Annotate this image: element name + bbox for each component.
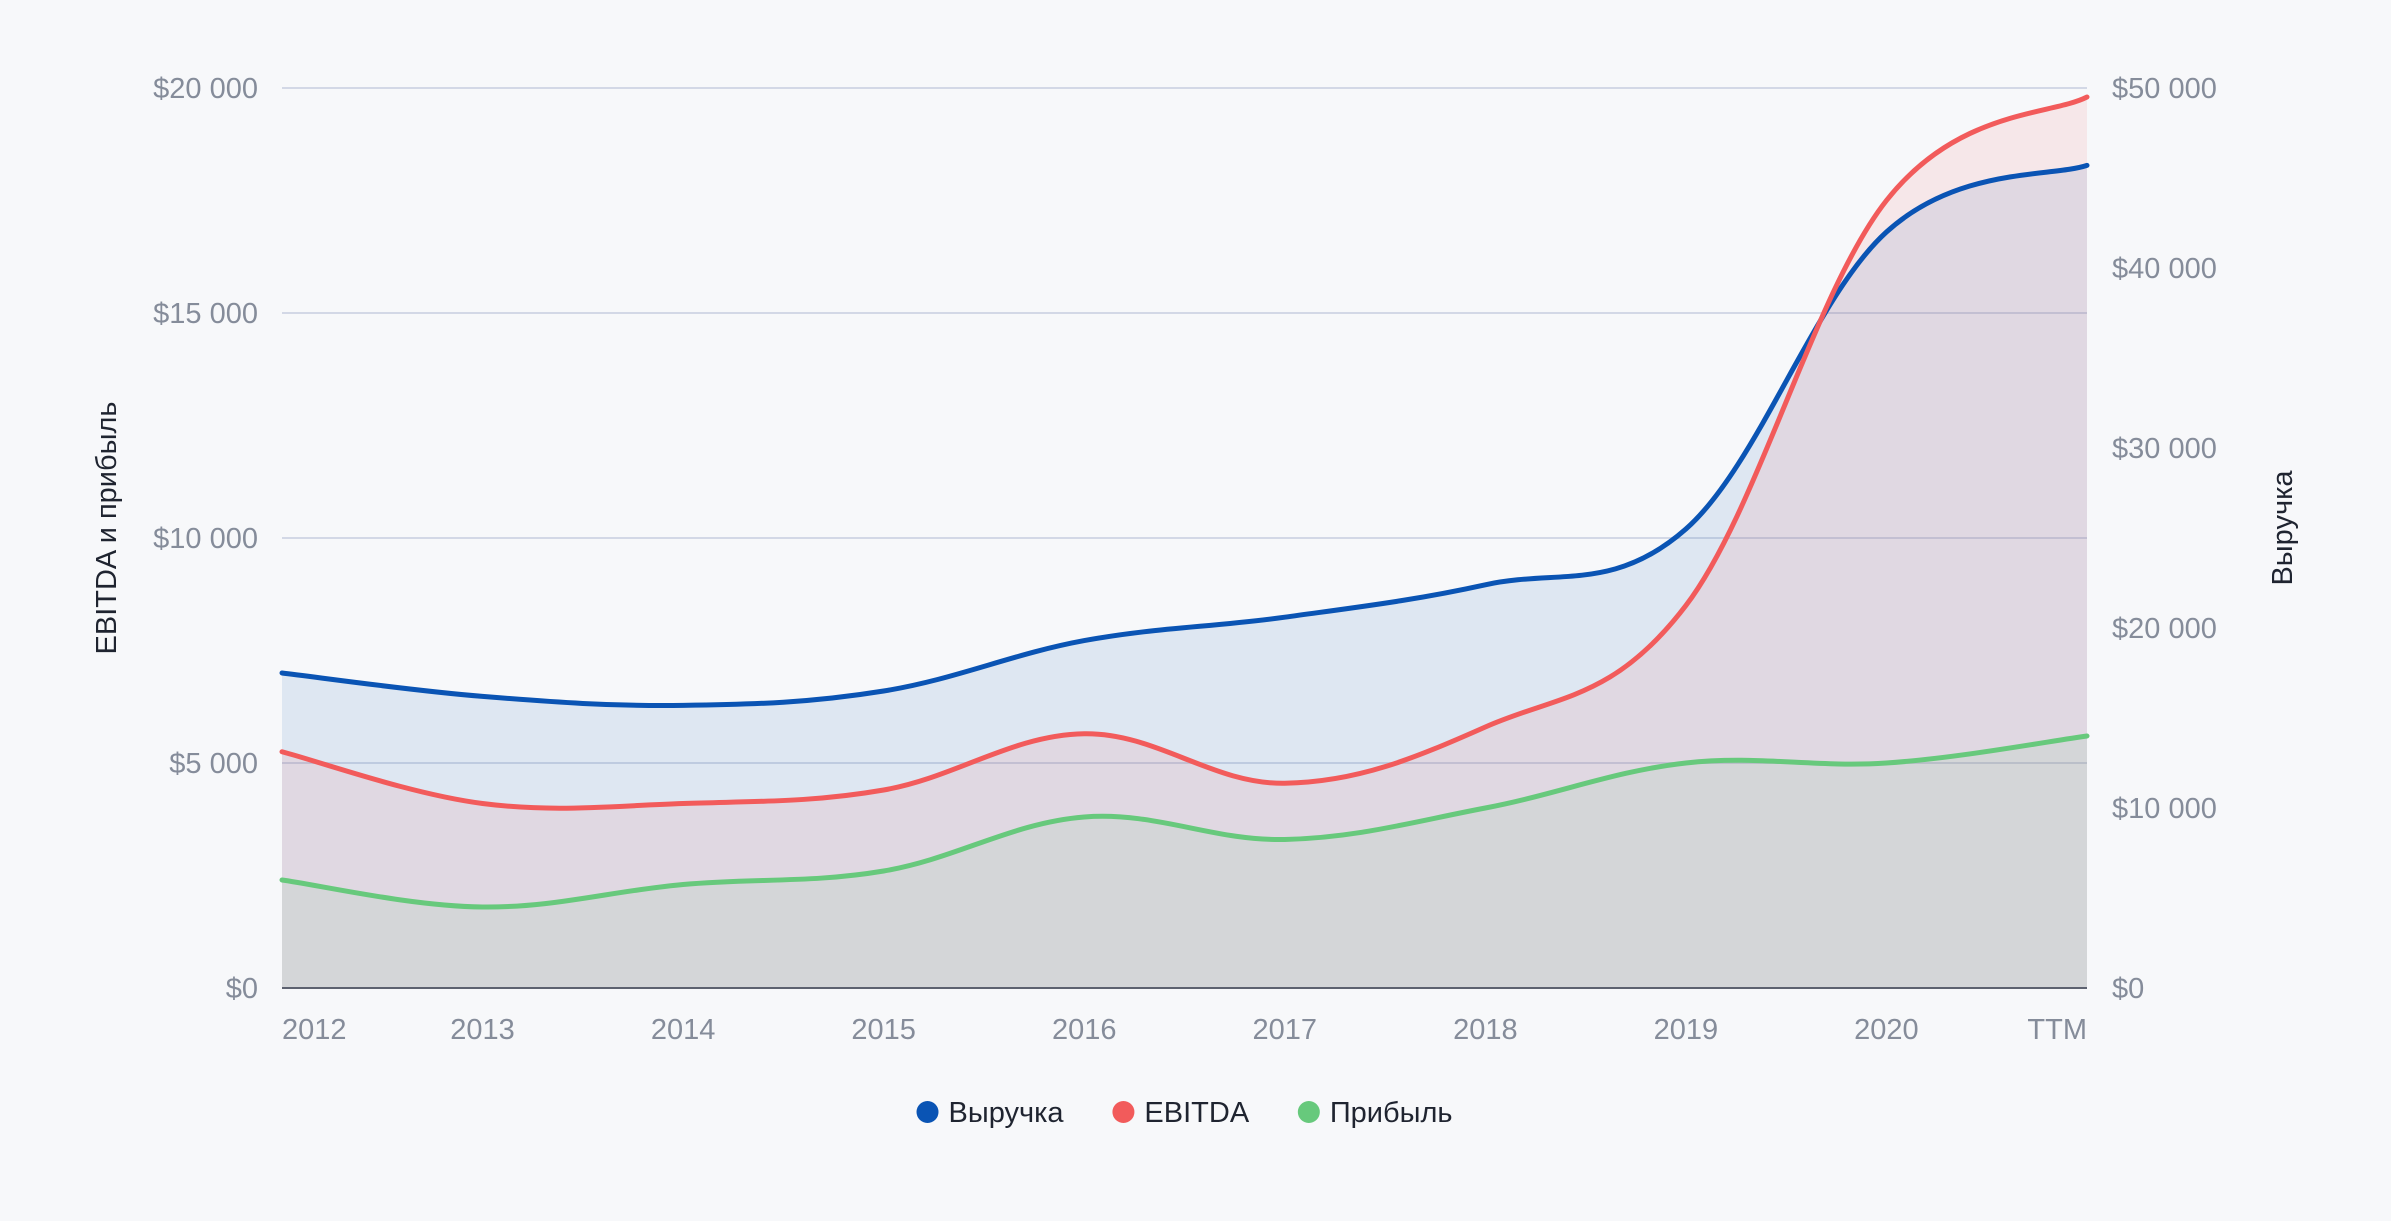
y-right-tick-label: $30 000 bbox=[2112, 433, 2217, 465]
series-areas bbox=[282, 97, 2087, 988]
legend-marker bbox=[1297, 1101, 1320, 1123]
y-right-tick-label: $0 bbox=[2112, 973, 2144, 1005]
y-left-tick-label: $5 000 bbox=[169, 748, 258, 780]
legend-label: Выручка bbox=[949, 1097, 1065, 1129]
series-area-1 bbox=[282, 97, 2087, 988]
series-area-0 bbox=[282, 165, 2087, 988]
y-left-tick-label: $10 000 bbox=[153, 523, 258, 555]
legend-label: EBITDA bbox=[1144, 1097, 1249, 1129]
y-right-tick-label: $50 000 bbox=[2112, 73, 2217, 105]
y-right-axis-title: Выручка bbox=[2267, 470, 2299, 586]
y-left-axis-title: EBITDA и прибыль bbox=[91, 402, 123, 655]
x-tick-label: 2018 bbox=[1453, 1014, 1518, 1046]
y-left-tick-label: $20 000 bbox=[153, 73, 258, 105]
y-right-tick-label: $10 000 bbox=[2112, 793, 2217, 825]
series-lines bbox=[279, 94, 2090, 910]
legend-marker bbox=[916, 1101, 939, 1123]
legend-item: Прибыль bbox=[1297, 1097, 1453, 1129]
legend-item: EBITDA bbox=[1112, 1097, 1250, 1129]
y-left-tick-labels: $0 $5 000 $10 000 $15 000 $20 000 bbox=[153, 73, 258, 1005]
legend-item: Выручка bbox=[916, 1097, 1065, 1129]
y-left-tick-label: $0 bbox=[226, 973, 258, 1005]
x-tick-label: TTM bbox=[2027, 1014, 2087, 1046]
x-tick-label: 2014 bbox=[651, 1014, 716, 1046]
series-line-2 bbox=[279, 733, 2090, 910]
y-right-tick-labels: $0 $10 000 $20 000 $30 000 $40 000 $50 000 bbox=[2112, 73, 2217, 1005]
legend: Выручка EBITDA Прибыль bbox=[916, 1097, 1453, 1129]
x-tick-label: 2013 bbox=[450, 1014, 515, 1046]
x-tick-labels: 2012 2013 2014 2015 2016 2017 2018 2019 2020 TTM bbox=[282, 1014, 2087, 1046]
series-area-2 bbox=[282, 736, 2087, 988]
series-line-1 bbox=[279, 94, 2090, 811]
y-right-tick-label: $20 000 bbox=[2112, 613, 2217, 645]
legend-marker bbox=[1112, 1101, 1135, 1123]
series-line-0 bbox=[279, 162, 2090, 709]
y-left-tick-label: $15 000 bbox=[153, 298, 258, 330]
x-tick-label: 2020 bbox=[1854, 1014, 1919, 1046]
legend-label: Прибыль bbox=[1330, 1097, 1453, 1129]
x-tick-label: 2012 bbox=[282, 1014, 347, 1046]
x-tick-label: 2017 bbox=[1253, 1014, 1318, 1046]
x-tick-label: 2016 bbox=[1052, 1014, 1117, 1046]
x-tick-label: 2015 bbox=[851, 1014, 916, 1046]
x-tick-label: 2019 bbox=[1654, 1014, 1719, 1046]
y-right-tick-label: $40 000 bbox=[2112, 253, 2217, 285]
